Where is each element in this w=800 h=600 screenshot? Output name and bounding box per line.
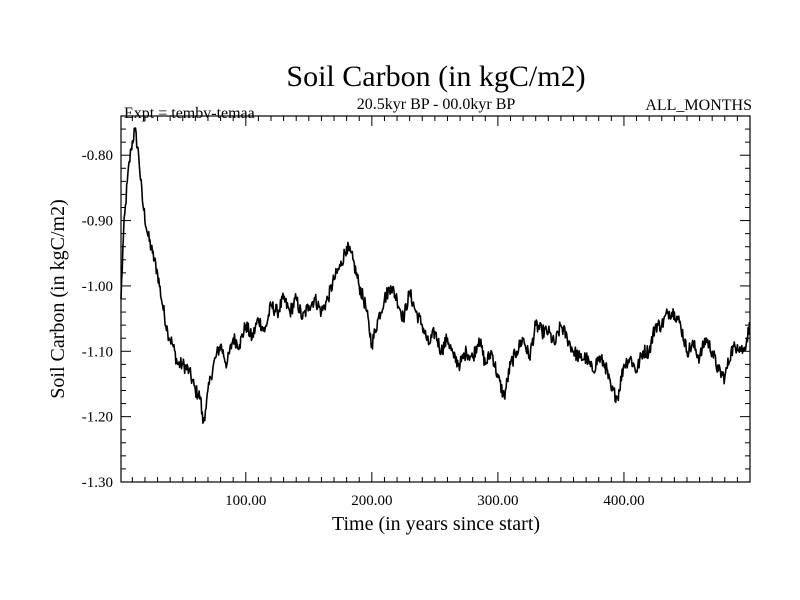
chart-title: Soil Carbon (in kgC/m2) [286,60,585,93]
x-axis: 100.00 200.00 300.00 400.00 [131,116,738,509]
y-tick-label: -1.10 [82,344,113,360]
y-tick-label: -1.20 [82,410,113,426]
y-tick-label: -1.00 [82,279,113,295]
y-axis-label: Soil Carbon (in kgC/m2) [47,199,69,398]
x-tick-label: 400.00 [603,493,644,509]
experiment-label: Expt = tembv-temaa [124,105,255,122]
months-label: ALL_MONTHS [645,97,752,114]
x-tick-label: 300.00 [477,493,518,509]
y-tick-label: -0.80 [82,148,113,164]
x-tick-label: 100.00 [225,493,266,509]
chart-subtitle: 20.5kyr BP - 00.0kyr BP [357,96,516,113]
series-line-soil-carbon [120,127,751,424]
y-tick-label: -0.90 [82,214,113,230]
x-tick-label: 200.00 [351,493,392,509]
plot-frame [120,115,751,483]
y-axis: -0.80 -0.90 -1.00 -1.10 -1.20 -1.30 [82,115,750,491]
y-tick-label: -1.30 [82,475,113,491]
x-axis-label: Time (in years since start) [332,513,540,535]
